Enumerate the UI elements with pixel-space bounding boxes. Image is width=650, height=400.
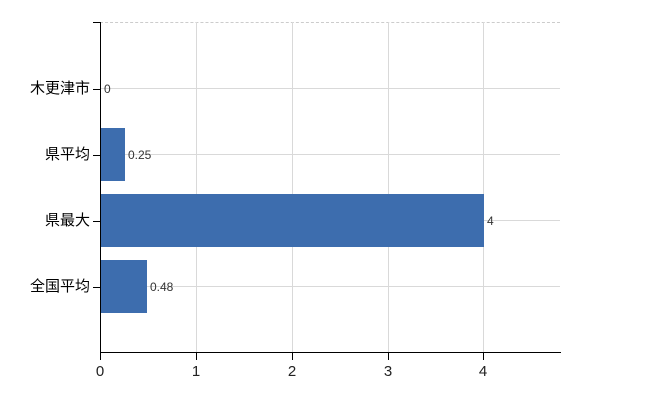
- gridline-horizontal: [100, 154, 560, 155]
- x-axis-line: [100, 352, 561, 353]
- x-axis-tick: [196, 353, 197, 360]
- category-label: 県平均: [44, 146, 90, 163]
- plot-area: 0 木更津市 0.25 県平均 4 県最大 0.48 全国平均 0 1 2 3 4: [30, 22, 561, 380]
- x-axis-tick-label: 4: [478, 363, 488, 380]
- bar-value-label: 0: [104, 82, 111, 96]
- gridline-vertical: [292, 22, 293, 353]
- x-axis-tick-label: 1: [191, 363, 201, 380]
- x-axis-tick-label: 3: [383, 363, 393, 380]
- gridline-vertical: [196, 22, 197, 353]
- gridline-horizontal: [100, 88, 560, 89]
- x-axis-tick-label: 2: [287, 363, 297, 380]
- x-axis-tick: [100, 353, 101, 360]
- bar-value-label: 0.25: [128, 148, 152, 162]
- bar-value-label: 4: [487, 214, 494, 228]
- y-axis-line: [100, 22, 101, 353]
- x-axis-tick-label: 0: [95, 363, 105, 380]
- gridline-vertical: [483, 22, 484, 353]
- y-axis-tick: [93, 89, 100, 90]
- bar: [101, 128, 125, 181]
- gridline-horizontal: [100, 286, 560, 287]
- category-label: 木更津市: [29, 80, 90, 97]
- y-axis-tick: [93, 221, 100, 222]
- gridline-horizontal-top: [100, 22, 560, 23]
- x-axis-tick: [292, 353, 293, 360]
- y-axis-tick: [93, 287, 100, 288]
- y-axis-tick: [93, 155, 100, 156]
- bar-value-label: 0.48: [150, 280, 174, 294]
- y-axis-tick-top: [93, 22, 100, 23]
- bar: [101, 260, 147, 313]
- x-axis-tick: [388, 353, 389, 360]
- category-label: 全国平均: [29, 278, 90, 295]
- gridline-vertical: [388, 22, 389, 353]
- category-label: 県最大: [44, 212, 90, 229]
- bar: [101, 194, 484, 247]
- x-axis-tick: [483, 353, 484, 360]
